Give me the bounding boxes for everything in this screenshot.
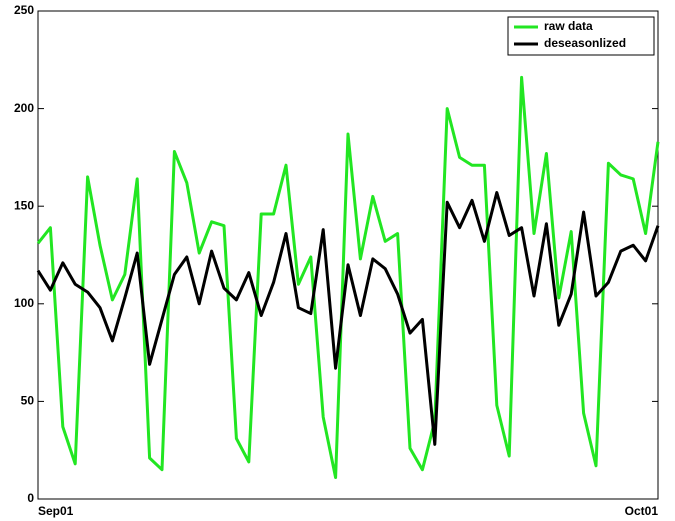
legend-label: deseasonlized [544,36,626,50]
y-tick-label: 50 [21,394,35,408]
x-tick-label: Oct01 [625,504,659,518]
line-series [36,75,660,480]
y-tick-label: 0 [27,491,34,505]
legend-label: raw data [544,19,593,33]
y-tick-label: 100 [14,296,34,310]
line-series [36,191,660,446]
y-tick-label: 250 [14,3,34,17]
x-tick-label: Sep01 [38,504,74,518]
plot-frame [37,10,659,500]
y-tick-label: 150 [14,198,34,212]
legend-box [507,16,655,56]
y-tick-label: 200 [14,101,34,115]
